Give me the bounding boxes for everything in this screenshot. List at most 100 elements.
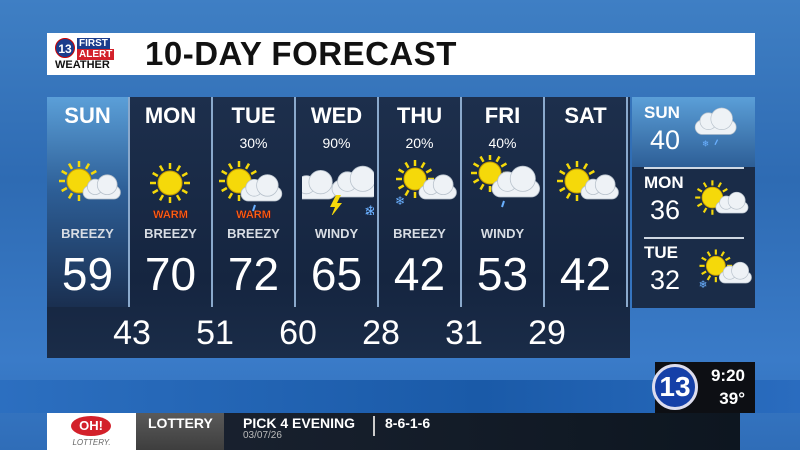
day-column-tue: TUE 30% WARM BREEZY 72 xyxy=(213,97,296,307)
extended-forecast-panel: SUN 40 ❄ MON 36 TUE 32 ❄ xyxy=(632,97,755,308)
ohio-lottery-logo: OH! LOTTERY. xyxy=(47,413,136,450)
cloud-icon xyxy=(240,174,283,202)
channel-logo: 13 xyxy=(652,364,698,410)
cloud-icon xyxy=(418,174,457,200)
extended-day-sun: SUN 40 ❄ xyxy=(632,97,755,167)
low-temp: 31 xyxy=(445,314,483,352)
wind-description: BREEZY xyxy=(393,226,446,241)
cloud-icon xyxy=(82,174,121,200)
partly-sunny-icon xyxy=(690,175,752,227)
cloudy-rain-snow-icon: ❄ xyxy=(690,105,752,157)
wind-description: WINDY xyxy=(314,226,359,241)
temp: 40 xyxy=(650,125,681,155)
station-bug: 13 9:20 39° xyxy=(652,362,755,413)
cloud-icon xyxy=(694,107,737,135)
ticker-category: LOTTERY xyxy=(136,413,224,450)
high-temp: 65 xyxy=(310,248,363,300)
partly-sunny-icon xyxy=(551,155,623,215)
high-temp: 53 xyxy=(476,248,529,300)
sunny-icon xyxy=(136,155,208,215)
partly-sunny-snow-icon: ❄ xyxy=(690,245,752,297)
rain-icon xyxy=(252,204,256,212)
temp: 36 xyxy=(650,195,681,225)
rain-icon xyxy=(501,200,505,208)
wind-description: BREEZY xyxy=(227,226,280,241)
day-label: SUN xyxy=(644,103,680,122)
wind-description: BREEZY xyxy=(61,226,114,241)
cloud-icon xyxy=(491,165,540,198)
day-column-sun: SUN BREEZY 59 xyxy=(47,97,130,307)
lottery-ticker: OH! LOTTERY. LOTTERY PICK 4 EVENING 03/0… xyxy=(47,413,740,450)
divider xyxy=(373,416,375,436)
low-temp: 43 xyxy=(113,314,151,352)
precip-chance: 90% xyxy=(322,135,351,151)
logo-number: 13 xyxy=(55,38,75,58)
extended-day-tue: TUE 32 ❄ xyxy=(632,237,755,307)
high-temp: 59 xyxy=(61,248,114,300)
day-column-fri: FRI 40% WINDY 53 xyxy=(462,97,545,307)
cloud-icon xyxy=(715,191,749,214)
logo-sub: LOTTERY. xyxy=(72,438,111,447)
precip-chance: 40% xyxy=(488,135,517,151)
divider xyxy=(644,237,744,239)
rain-icon xyxy=(714,139,719,146)
page-title: 10-DAY FORECAST xyxy=(145,35,457,72)
logo-first: FIRST xyxy=(77,38,110,49)
day-column-wed: WED 90% ❄ WINDY 65 xyxy=(291,97,380,307)
temp: 32 xyxy=(650,265,681,295)
day-column-sat: SAT 42 xyxy=(545,97,628,307)
day-column-thu: THU 20% ❄ BREEZY 42 xyxy=(379,97,462,307)
cloud-icon xyxy=(331,165,380,198)
snowflake-icon: ❄ xyxy=(364,204,374,215)
day-label: SAT xyxy=(564,103,607,128)
partly-sunny-snow-icon: ❄ xyxy=(385,155,457,215)
warm-tag: WARM xyxy=(236,209,271,221)
precip-chance: 20% xyxy=(405,135,434,151)
high-temp: 72 xyxy=(227,248,280,300)
day-label: WED xyxy=(310,103,363,128)
high-temp: 42 xyxy=(393,248,446,300)
low-temp: 28 xyxy=(362,314,400,352)
day-label: TUE xyxy=(231,103,276,128)
extended-day-mon: MON 36 xyxy=(632,167,755,237)
low-temp: 51 xyxy=(196,314,234,352)
sun-clouds-showers-icon xyxy=(219,155,291,215)
day-label: MON xyxy=(144,103,197,128)
day-label: SUN xyxy=(64,103,111,128)
forecast-panel: SUN BREEZY 59 43 MON WARM BREEZY 70 51 TUE 3… xyxy=(47,97,630,358)
first-alert-weather-logo: 13 FIRST ALERT WEATHER xyxy=(53,36,133,72)
snowflake-icon: ❄ xyxy=(395,194,405,208)
wind-description: WINDY xyxy=(480,226,525,241)
cloud-icon xyxy=(580,174,619,200)
logo-alert: ALERT xyxy=(77,49,115,60)
current-temp: 39° xyxy=(719,389,745,408)
day-label: THU xyxy=(396,103,443,128)
day-label: FRI xyxy=(484,103,521,128)
snowflake-icon: ❄ xyxy=(702,139,709,149)
precip-chance: 30% xyxy=(239,135,268,151)
ticker-date: 03/07/26 xyxy=(243,430,282,441)
warm-tag: WARM xyxy=(153,209,188,221)
forecast-header: 13 FIRST ALERT WEATHER 10-DAY FORECAST xyxy=(47,33,755,75)
day-label: MON xyxy=(644,173,684,192)
ticker-numbers: 8-6-1-6 xyxy=(385,415,431,431)
wind-description: BREEZY xyxy=(144,226,197,241)
lightning-icon xyxy=(330,195,342,217)
divider xyxy=(644,167,744,169)
high-temp: 42 xyxy=(559,248,612,300)
low-temp: 29 xyxy=(528,314,566,352)
day-column-mon: MON WARM BREEZY 70 xyxy=(130,97,213,307)
logo-weather: WEATHER xyxy=(55,59,110,71)
cloud-icon xyxy=(718,261,752,284)
partly-sunny-icon xyxy=(53,155,125,215)
thunderstorm-icon: ❄ xyxy=(291,155,380,221)
day-label: TUE xyxy=(644,243,678,262)
partly-sunny-showers-icon xyxy=(468,154,540,215)
logo-text: OH! xyxy=(71,416,111,436)
snowflake-icon: ❄ xyxy=(699,280,708,291)
ticker-game: PICK 4 EVENING xyxy=(243,415,356,431)
cloud-icon xyxy=(291,170,337,200)
high-temp: 70 xyxy=(144,248,197,300)
sun-icon xyxy=(150,163,190,203)
clock-time: 9:20 xyxy=(710,366,745,385)
